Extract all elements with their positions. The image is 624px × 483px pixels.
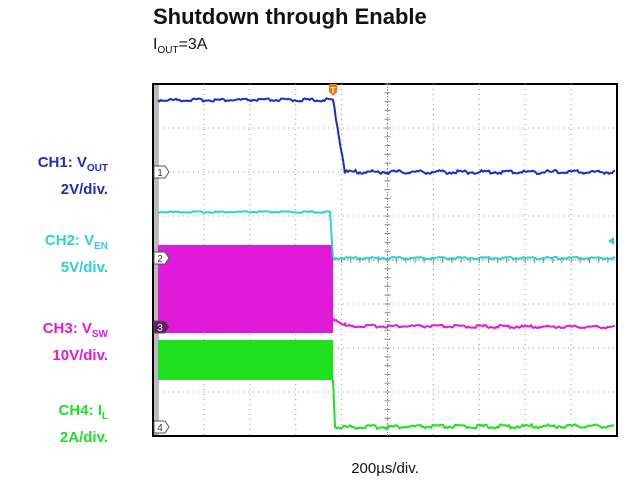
channel-marker: 1: [153, 165, 170, 179]
channel-sub: EN: [94, 241, 108, 252]
channel-scale: 2V/div.: [60, 181, 108, 198]
channel-scale: 2A/div.: [59, 429, 108, 446]
channel-sub: L: [101, 411, 108, 422]
channel-name: CH4: I: [58, 402, 102, 419]
trigger-arrow: [329, 84, 337, 96]
marker-label: 3: [157, 323, 163, 334]
channel-marker: 2: [153, 251, 170, 265]
channel-name: CH3: V: [42, 320, 92, 337]
channel-sub: SW: [91, 329, 108, 340]
channel-marker: 4: [153, 420, 170, 434]
marker-label: 4: [157, 423, 163, 434]
subtitle-rest: =3A: [178, 36, 208, 53]
channel-label: CH2: VEN 5V/div.: [45, 230, 108, 278]
channel-scale: 10V/div.: [52, 347, 108, 364]
title: Shutdown through Enable: [153, 4, 427, 29]
ch1-trace: [157, 97, 616, 176]
channel-label: CH1: VOUT 2V/div.: [38, 152, 108, 200]
marker-label: 1: [157, 168, 163, 179]
timebase: 200µs/div.: [351, 460, 419, 477]
marker-label: 2: [157, 254, 163, 265]
subtitle-main: I: [153, 36, 158, 53]
channel-label: CH3: VSW 10V/div.: [43, 318, 108, 366]
ch4-trace: [332, 379, 615, 431]
ch2-right-marker: [608, 237, 614, 245]
channel-label: CH4: IL 2A/div.: [59, 400, 108, 448]
ch3-trace: [332, 317, 616, 330]
ch4-band: [158, 340, 333, 380]
channel-marker: 3: [153, 320, 170, 334]
channel-sub: OUT: [86, 163, 108, 174]
channel-scale: 5V/div.: [60, 259, 108, 276]
subtitle-sub: OUT: [157, 45, 179, 57]
marker-shape: [153, 165, 170, 179]
subtitle: IOUT=3A: [153, 36, 207, 56]
channel-name: CH2: V: [44, 232, 95, 249]
ch2-trace: [157, 210, 616, 261]
ch3-band: [158, 245, 333, 333]
channel-name: CH1: V: [37, 154, 87, 171]
trigger-label: T: [331, 86, 336, 95]
marker-shape: [153, 420, 170, 434]
marker-shape: [153, 251, 170, 265]
marker-shape: [153, 320, 170, 334]
